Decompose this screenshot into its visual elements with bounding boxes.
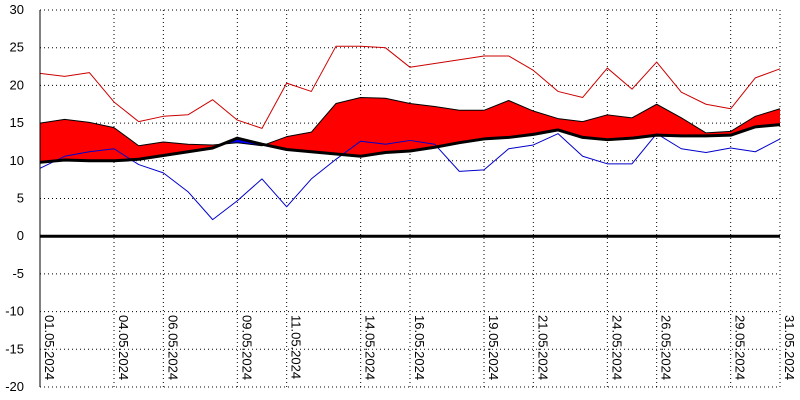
x-tick-label: 09.05.2024 bbox=[239, 315, 254, 380]
deviation-areas bbox=[40, 97, 780, 163]
above-normal-area bbox=[40, 97, 780, 163]
x-tick-label: 21.05.2024 bbox=[535, 315, 550, 380]
x-tick-label: 29.05.2024 bbox=[733, 315, 748, 380]
x-tick-label: 26.05.2024 bbox=[659, 315, 674, 380]
max-temperature-line bbox=[39, 45, 781, 129]
y-tick-label: 15 bbox=[10, 115, 24, 130]
x-tick-label: 11.05.2024 bbox=[289, 315, 304, 379]
y-tick-label: 30 bbox=[10, 2, 24, 17]
series-lines bbox=[39, 45, 781, 221]
y-tick-labels: 30 25 20 15 10 5 0 -5 -10 -15 -20 bbox=[5, 2, 24, 394]
y-tick-label: 0 bbox=[17, 228, 24, 243]
x-tick-label: 01.05.2024 bbox=[42, 315, 57, 380]
x-tick-label: 19.05.2024 bbox=[486, 315, 501, 380]
x-tick-labels: 01.05.2024 04.05.2024 06.05.2024 09.05.2024… bbox=[42, 315, 797, 380]
y-tick-label: 5 bbox=[17, 191, 24, 206]
x-tick-label: 14.05.2024 bbox=[363, 315, 378, 380]
x-tick-label: 24.05.2024 bbox=[609, 315, 624, 380]
x-tick-label: 31.05.2024 bbox=[782, 315, 797, 380]
normal-temperature-line bbox=[39, 123, 781, 164]
x-tick-label: 06.05.2024 bbox=[165, 315, 180, 380]
y-tick-label: -5 bbox=[12, 266, 24, 281]
x-tick-label: 16.05.2024 bbox=[412, 315, 427, 380]
y-tick-label: -20 bbox=[5, 379, 24, 394]
mean-temperature-line bbox=[39, 96, 781, 147]
y-tick-label: 20 bbox=[10, 77, 24, 92]
y-tick-label: -10 bbox=[5, 304, 24, 319]
y-tick-label: -15 bbox=[5, 341, 24, 356]
x-tick-label: 04.05.2024 bbox=[116, 315, 131, 380]
axes bbox=[39, 10, 780, 387]
y-tick-label: 25 bbox=[10, 40, 24, 55]
y-tick-label: 10 bbox=[10, 153, 24, 168]
